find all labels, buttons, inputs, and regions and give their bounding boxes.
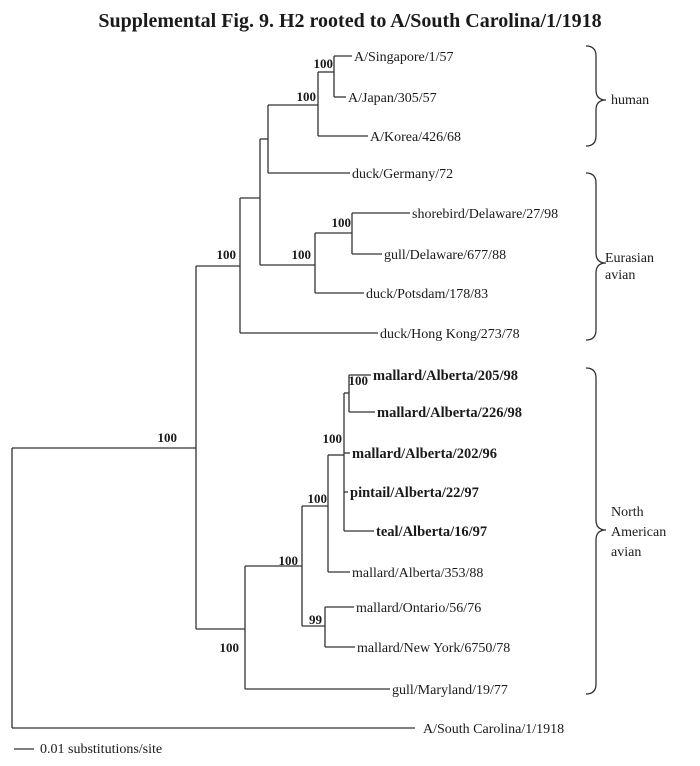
bootstrap-value: 100 — [297, 89, 317, 104]
leaf-label: mallard/Alberta/353/88 — [352, 566, 483, 581]
leaf-label: A/Singapore/1/57 — [354, 50, 454, 65]
scale-bar: 0.01 substitutions/site — [14, 742, 162, 757]
bracket-north-american — [585, 367, 607, 695]
leaf-label: gull/Delaware/677/88 — [384, 248, 506, 263]
bootstrap-value: 100 — [349, 373, 369, 388]
bootstrap-values: 100 100 100 100 100 100 100 100 100 100 … — [158, 56, 369, 655]
bootstrap-value: 100 — [323, 431, 343, 446]
leaf-label: mallard/New York/6750/78 — [357, 641, 510, 656]
leaf-label: duck/Germany/72 — [352, 167, 453, 182]
leaf-label: A/South Carolina/1/1918 — [423, 722, 564, 737]
scale-bar-label: 0.01 substitutions/site — [40, 742, 162, 757]
leaf-label: duck/Potsdam/178/83 — [366, 287, 488, 302]
leaf-labels: A/Singapore/1/57 A/Japan/305/57 A/Korea/… — [348, 50, 564, 737]
bootstrap-value: 100 — [158, 430, 178, 445]
bootstrap-value: 100 — [279, 553, 299, 568]
group-label-north-american: North American avian — [611, 505, 670, 560]
bootstrap-value: 100 — [292, 247, 312, 262]
figure-title: Supplemental Fig. 9. H2 rooted to A/Sout… — [98, 10, 602, 32]
bracket-eurasian — [585, 172, 607, 341]
group-label-human: human — [611, 93, 649, 108]
leaf-label: shorebird/Delaware/27/98 — [412, 207, 558, 222]
tree-branches — [11, 55, 415, 729]
leaf-label: gull/Maryland/19/77 — [392, 683, 508, 698]
bootstrap-value: 100 — [220, 640, 240, 655]
bootstrap-value: 100 — [314, 56, 334, 71]
leaf-label: duck/Hong Kong/273/78 — [380, 327, 520, 342]
leaf-label: teal/Alberta/16/97 — [376, 524, 487, 540]
bootstrap-value: 100 — [217, 247, 237, 262]
leaf-label: mallard/Alberta/202/96 — [352, 446, 497, 462]
leaf-label: pintail/Alberta/22/97 — [350, 485, 479, 501]
group-labels: human Eurasian avian North American avia… — [605, 93, 670, 560]
leaf-label: A/Korea/426/68 — [370, 130, 461, 145]
bracket-human — [585, 45, 607, 147]
bootstrap-value: 100 — [332, 215, 352, 230]
group-label-eurasian: Eurasian avian — [605, 251, 657, 283]
leaf-label: mallard/Alberta/226/98 — [377, 405, 522, 421]
leaf-label: mallard/Alberta/205/98 — [373, 368, 518, 384]
bootstrap-value: 99 — [309, 612, 323, 627]
leaf-label: mallard/Ontario/56/76 — [356, 601, 481, 616]
bootstrap-value: 100 — [308, 491, 328, 506]
leaf-label: A/Japan/305/57 — [348, 91, 437, 106]
group-brackets — [585, 45, 607, 695]
